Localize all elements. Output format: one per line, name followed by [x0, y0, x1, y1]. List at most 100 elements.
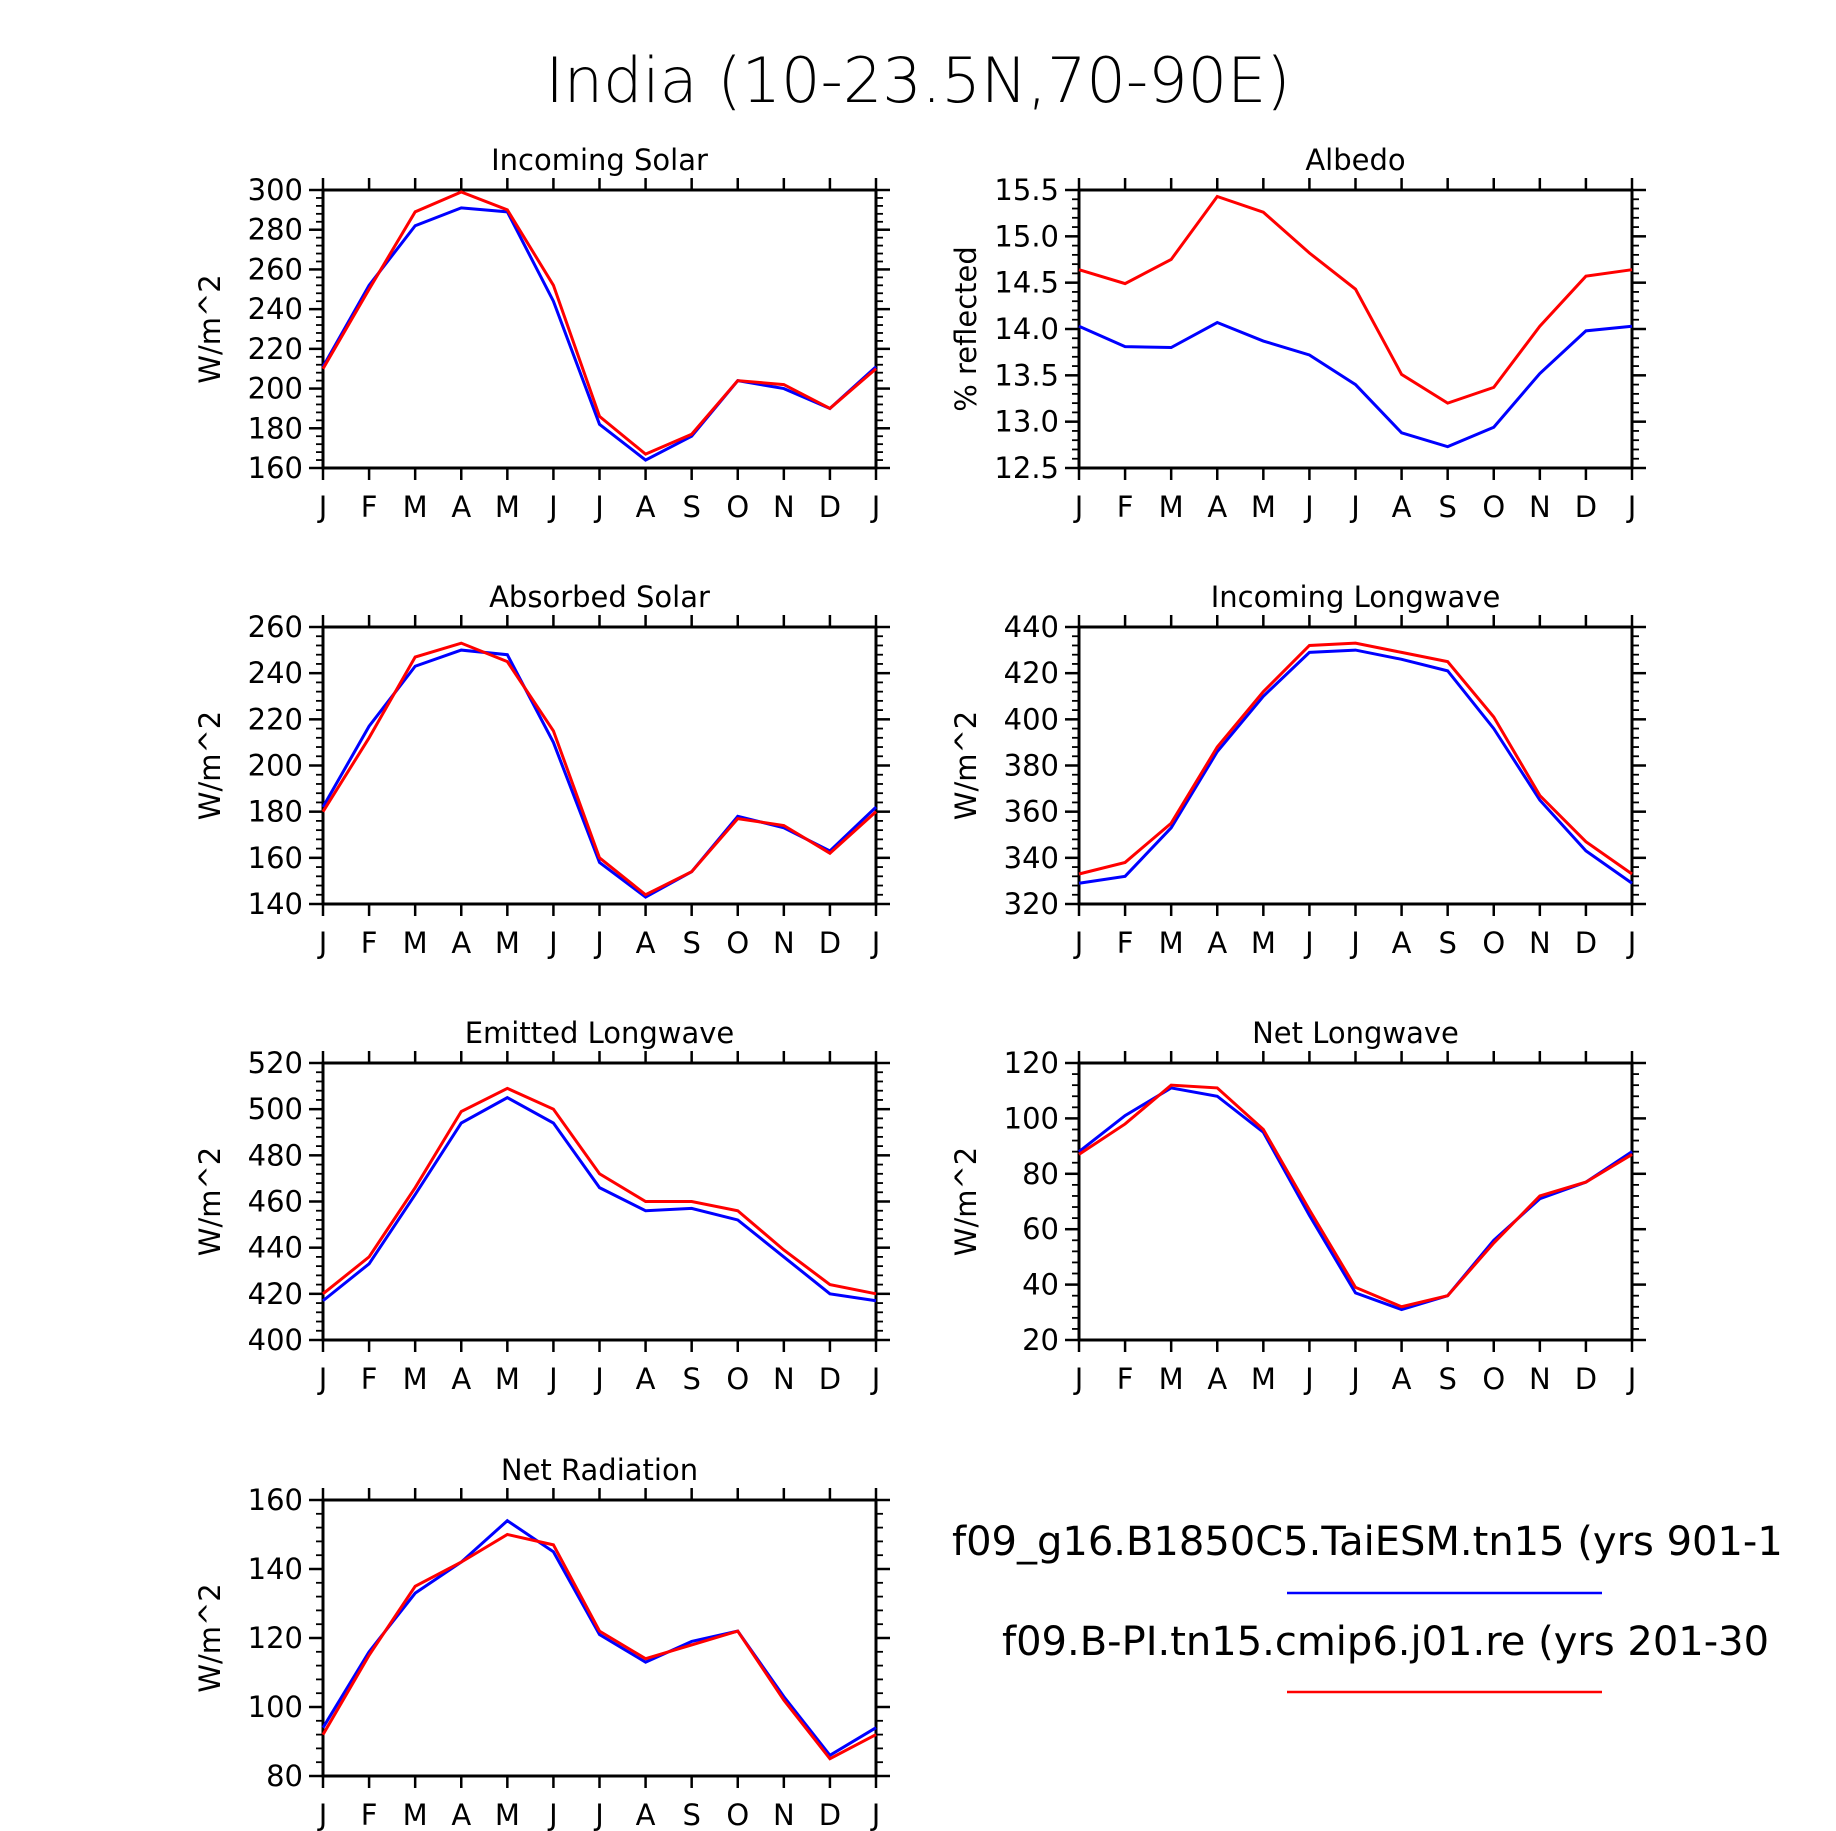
x-tick-label: J	[593, 1798, 604, 1831]
x-tick-label: J	[1303, 1362, 1314, 1396]
x-tick-label: A	[636, 1798, 656, 1831]
x-tick-label: D	[819, 490, 841, 524]
panel-5: J F M A M J J A S O N D J400420440460480500520Emitte…	[193, 1016, 890, 1396]
y-tick-label: 480	[248, 1138, 303, 1172]
y-tick-label: 220	[248, 332, 303, 366]
y-tick-label: 280	[248, 213, 303, 247]
y-tick-label: 12.5	[994, 451, 1059, 485]
x-tick-label: O	[1482, 926, 1505, 960]
y-tick-label: 140	[248, 887, 303, 921]
y-tick-label: 20	[1022, 1323, 1059, 1357]
y-tick-label: 400	[1004, 702, 1059, 736]
panel-title: Emitted Longwave	[465, 1016, 735, 1050]
panel-4: J F M A M J J A S O N D J320340360380400420440Incomi…	[949, 580, 1646, 960]
y-tick-label: 200	[248, 749, 303, 783]
y-axis-label: W/m^2	[193, 274, 227, 383]
x-tick-label: J	[547, 1798, 558, 1831]
x-tick-label: M	[403, 490, 428, 524]
panel-title: Absorbed Solar	[489, 580, 710, 614]
x-tick-label: S	[682, 926, 700, 960]
x-tick-label: S	[682, 1362, 700, 1396]
x-tick-label: M	[495, 490, 520, 524]
x-tick-label: M	[1251, 926, 1276, 960]
x-tick-label: J	[1349, 490, 1360, 524]
x-tick-label: J	[1626, 926, 1637, 960]
y-tick-label: 80	[266, 1759, 303, 1793]
x-tick-label: J	[1073, 1362, 1084, 1396]
x-tick-label: J	[1626, 1362, 1637, 1396]
y-tick-label: 240	[248, 292, 303, 326]
x-tick-label: S	[682, 490, 700, 524]
x-tick-label: A	[1207, 1362, 1227, 1396]
legend-label-blue: f09_g16.B1850C5.TaiESM.tn15 (yrs 901-1	[952, 1519, 1783, 1565]
x-tick-label: A	[1392, 1362, 1412, 1396]
x-tick-label: D	[819, 1798, 841, 1831]
plot-frame	[1077, 1061, 1634, 1342]
x-tick-label: M	[403, 1798, 428, 1831]
x-tick-label: O	[726, 1362, 749, 1396]
x-tick-label: A	[1207, 490, 1227, 524]
y-tick-label: 300	[248, 173, 303, 207]
series-line-blue	[321, 648, 878, 899]
y-tick-label: 500	[248, 1092, 303, 1126]
x-tick-label: S	[682, 1798, 700, 1831]
y-tick-label: 200	[248, 372, 303, 406]
x-tick-label: F	[361, 926, 378, 960]
y-axis-label: % reflected	[949, 246, 983, 412]
x-tick-label: A	[451, 926, 471, 960]
x-tick-label: M	[1159, 1362, 1184, 1396]
y-tick-label: 80	[1022, 1157, 1059, 1191]
x-tick-label: J	[547, 926, 558, 960]
series-line-blue	[1078, 648, 1633, 885]
figure-title: India (10-23.5N,70-90E)	[546, 44, 1291, 117]
y-tick-label: 140	[248, 1552, 303, 1586]
x-tick-label: J	[593, 1362, 604, 1396]
y-tick-label: 400	[248, 1323, 303, 1357]
y-tick-label: 120	[248, 1621, 303, 1655]
x-tick-label: J	[1303, 490, 1314, 524]
plot-frame	[1077, 188, 1634, 470]
y-tick-label: 40	[1022, 1268, 1059, 1302]
y-tick-label: 440	[1004, 610, 1059, 644]
series-line-red	[321, 1532, 877, 1761]
x-tick-label: J	[870, 1798, 881, 1831]
y-tick-label: 180	[248, 411, 303, 445]
y-axis-label: W/m^2	[193, 1583, 227, 1692]
series-line-blue	[321, 206, 878, 462]
y-tick-label: 13.5	[994, 358, 1059, 392]
x-tick-label: D	[1575, 1362, 1597, 1396]
y-tick-label: 100	[248, 1690, 303, 1724]
x-tick-label: S	[1438, 490, 1456, 524]
x-tick-label: M	[1159, 490, 1184, 524]
x-tick-label: J	[870, 1362, 881, 1396]
plot-frame	[321, 1498, 878, 1778]
x-tick-label: O	[726, 926, 749, 960]
panel-title: Net Radiation	[501, 1453, 698, 1487]
x-tick-label: M	[495, 1798, 520, 1831]
y-tick-label: 60	[1022, 1212, 1059, 1246]
panel-title: Incoming Solar	[491, 143, 708, 177]
x-tick-label: A	[1207, 926, 1227, 960]
y-tick-label: 160	[248, 451, 303, 485]
x-tick-label: F	[361, 490, 378, 524]
y-tick-label: 420	[248, 1277, 303, 1311]
x-tick-label: J	[593, 490, 604, 524]
x-tick-label: O	[726, 490, 749, 524]
x-tick-label: J	[593, 926, 604, 960]
panel-2: J F M A M J J A S O N D J12.513.013.514.014.515.015.…	[949, 143, 1646, 524]
y-axis-label: W/m^2	[949, 711, 983, 820]
panels: J F M A M J J A S O N D J160180200220240260280300Inc…	[193, 143, 1646, 1831]
y-tick-label: 13.0	[994, 405, 1059, 439]
y-tick-label: 15.0	[994, 219, 1059, 253]
x-tick-label: D	[1575, 926, 1597, 960]
x-tick-label: J	[317, 490, 328, 524]
x-tick-label: D	[1575, 490, 1597, 524]
series-line-blue	[1078, 320, 1633, 449]
x-tick-label: N	[773, 926, 795, 960]
x-tick-label: J	[1349, 926, 1360, 960]
panel-1: J F M A M J J A S O N D J160180200220240260280300Inc…	[193, 143, 890, 524]
legend-label-red: f09.B-PI.tn15.cmip6.j01.re (yrs 201-30	[1002, 1619, 1769, 1665]
y-tick-label: 260	[248, 252, 303, 286]
